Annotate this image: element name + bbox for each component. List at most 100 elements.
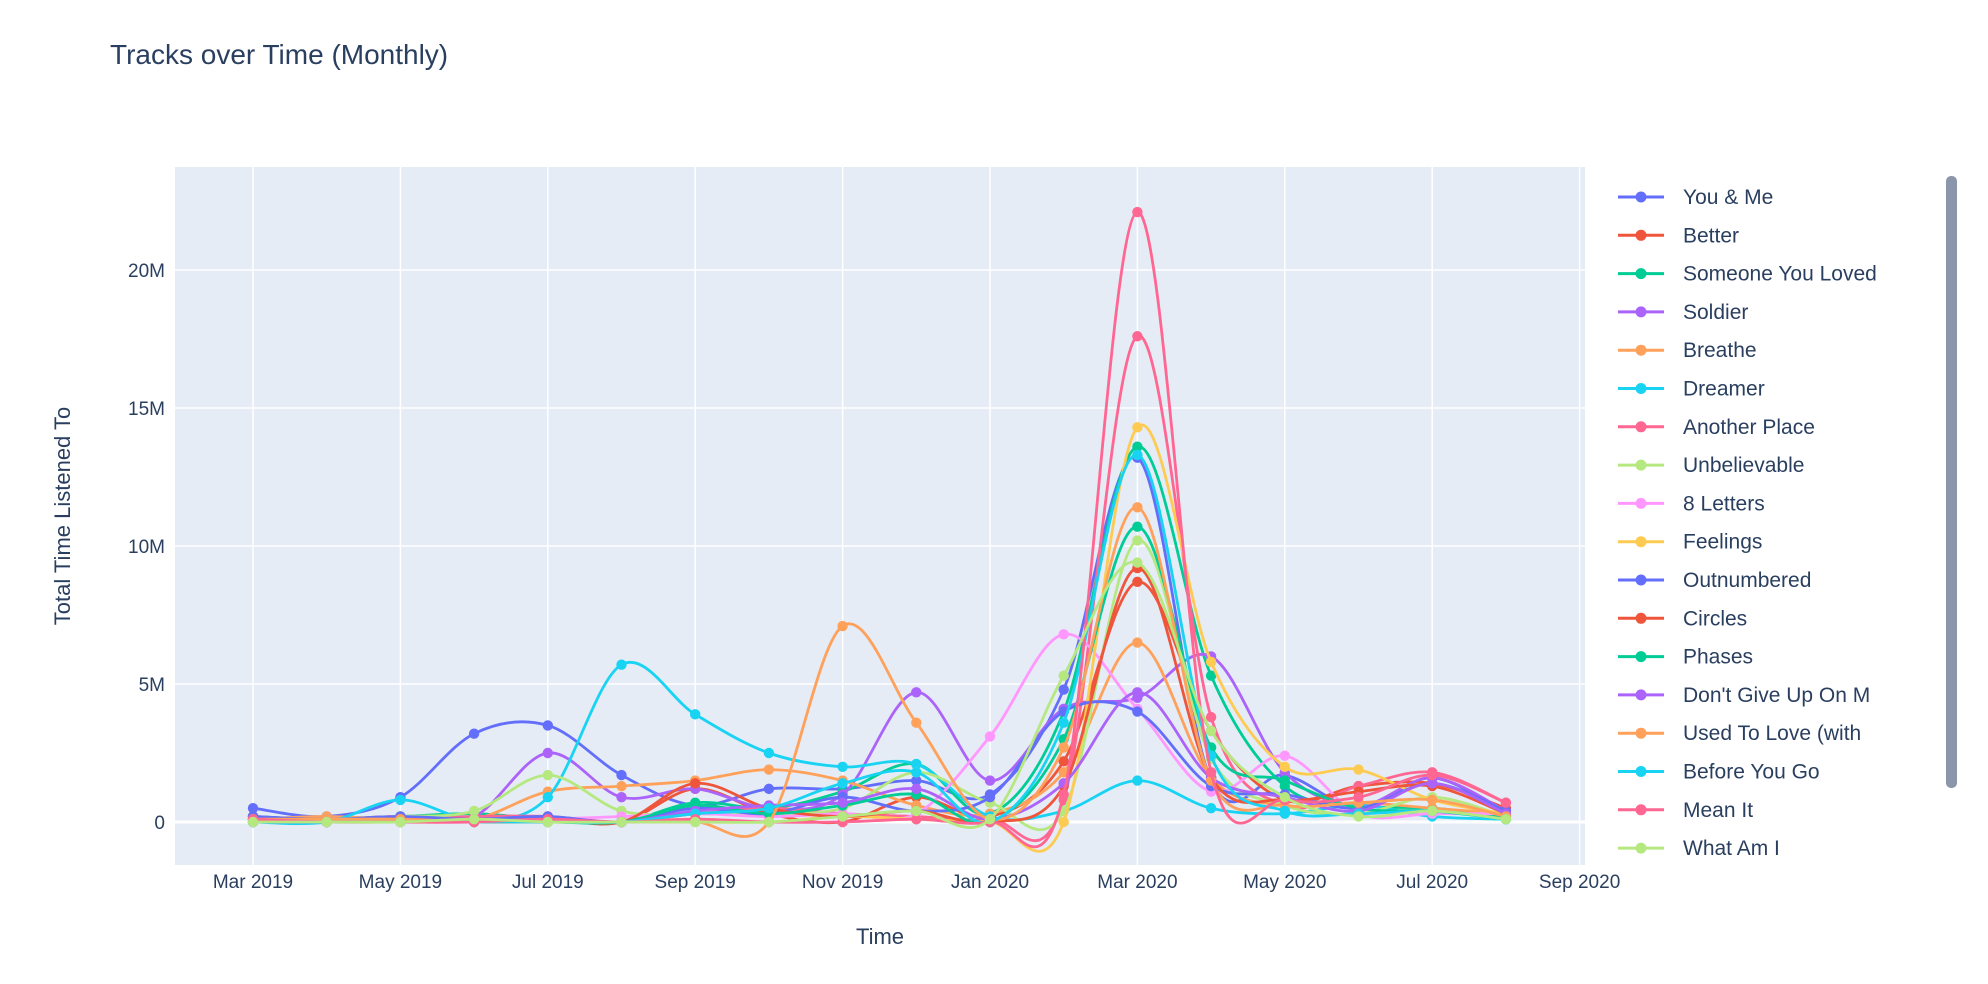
data-point[interactable] — [1427, 794, 1438, 806]
data-point[interactable] — [616, 780, 627, 792]
data-point[interactable] — [542, 747, 553, 759]
data-point[interactable] — [911, 775, 922, 786]
data-point[interactable] — [1279, 805, 1291, 817]
data-point[interactable] — [763, 816, 775, 828]
data-point[interactable] — [1132, 576, 1143, 588]
data-point[interactable] — [616, 769, 627, 781]
legend-item[interactable]: Better — [1618, 224, 1739, 247]
legend-scrollbar[interactable] — [1946, 176, 1957, 788]
data-point[interactable] — [1132, 441, 1143, 452]
legend-item[interactable]: Before You Go — [1618, 761, 1820, 784]
data-point[interactable] — [1058, 670, 1069, 681]
data-point[interactable] — [911, 814, 922, 825]
data-point[interactable] — [395, 816, 406, 828]
data-point[interactable] — [1279, 791, 1291, 803]
data-point[interactable] — [837, 778, 848, 789]
legend-item[interactable]: Circles — [1618, 607, 1747, 630]
data-point[interactable] — [1500, 814, 1512, 825]
data-point[interactable] — [1132, 422, 1143, 433]
data-point[interactable] — [1132, 449, 1143, 461]
legend-item[interactable]: 8 Letters — [1618, 492, 1765, 515]
data-point[interactable] — [1353, 764, 1364, 775]
data-point[interactable] — [1279, 761, 1291, 772]
legend-item[interactable]: You & Me — [1618, 186, 1773, 209]
data-point[interactable] — [1058, 717, 1069, 728]
data-point[interactable] — [984, 814, 996, 825]
data-point[interactable] — [984, 731, 996, 742]
data-point[interactable] — [1132, 502, 1143, 513]
legend-item[interactable]: Phases — [1618, 646, 1753, 669]
legend-item[interactable]: Used To Love (with — [1618, 722, 1861, 745]
data-point[interactable] — [1205, 725, 1217, 737]
data-point[interactable] — [837, 761, 848, 772]
data-point[interactable] — [1132, 557, 1143, 568]
data-point[interactable] — [837, 811, 848, 822]
data-point[interactable] — [911, 758, 922, 770]
data-point[interactable] — [542, 791, 553, 803]
data-point[interactable] — [1353, 811, 1364, 822]
legend-item[interactable]: Breathe — [1618, 339, 1757, 362]
data-point[interactable] — [763, 747, 775, 759]
data-point[interactable] — [911, 805, 922, 817]
legend-item[interactable]: What Am I — [1618, 837, 1780, 860]
data-point[interactable] — [984, 775, 996, 786]
data-point[interactable] — [1058, 756, 1069, 767]
data-point[interactable] — [247, 803, 259, 814]
data-point[interactable] — [1427, 805, 1438, 817]
legend[interactable]: You & Me Better Someone You Loved Soldier Br… — [1618, 186, 1877, 860]
data-point[interactable] — [468, 728, 480, 739]
series-17[interactable] — [247, 557, 1512, 829]
data-point[interactable] — [468, 814, 480, 825]
data-point[interactable] — [247, 816, 259, 828]
data-point[interactable] — [763, 783, 775, 795]
data-point[interactable] — [1427, 778, 1438, 789]
data-point[interactable] — [837, 797, 848, 808]
legend-item[interactable]: Soldier — [1618, 301, 1748, 324]
data-point[interactable] — [1058, 629, 1069, 640]
data-point[interactable] — [1205, 803, 1217, 814]
data-point[interactable] — [395, 794, 406, 806]
data-point[interactable] — [911, 717, 922, 728]
data-point[interactable] — [1427, 769, 1438, 781]
data-point[interactable] — [1058, 816, 1069, 828]
legend-item[interactable]: Unbelievable — [1618, 454, 1804, 477]
legend-item[interactable]: Mean It — [1618, 799, 1753, 822]
data-point[interactable] — [763, 803, 775, 814]
legend-item[interactable]: Dreamer — [1618, 378, 1765, 401]
data-point[interactable] — [690, 816, 701, 828]
data-point[interactable] — [911, 687, 922, 698]
legend-item[interactable]: Don't Give Up On M — [1618, 684, 1870, 707]
data-point[interactable] — [911, 783, 922, 795]
data-point[interactable] — [984, 791, 996, 803]
data-point[interactable] — [1279, 750, 1291, 761]
legend-item[interactable]: Outnumbered — [1618, 569, 1811, 592]
data-point[interactable] — [616, 791, 627, 803]
data-point[interactable] — [1132, 331, 1143, 342]
data-point[interactable] — [1353, 791, 1364, 803]
data-point[interactable] — [468, 805, 480, 817]
data-point[interactable] — [837, 620, 848, 632]
data-point[interactable] — [1132, 206, 1143, 218]
data-point[interactable] — [1132, 775, 1143, 786]
data-point[interactable] — [1279, 775, 1291, 786]
data-point[interactable] — [1205, 711, 1217, 723]
data-point[interactable] — [1132, 521, 1143, 532]
data-point[interactable] — [1132, 637, 1143, 648]
data-point[interactable] — [1132, 535, 1143, 546]
data-point[interactable] — [616, 816, 627, 828]
data-point[interactable] — [321, 816, 332, 828]
data-point[interactable] — [1205, 656, 1217, 668]
data-point[interactable] — [616, 659, 627, 670]
data-point[interactable] — [1058, 789, 1069, 800]
data-point[interactable] — [690, 709, 701, 720]
legend-item[interactable]: Someone You Loved — [1618, 263, 1877, 286]
data-point[interactable] — [763, 764, 775, 775]
data-point[interactable] — [1132, 706, 1143, 717]
data-point[interactable] — [542, 720, 553, 731]
data-point[interactable] — [1500, 797, 1512, 808]
data-point[interactable] — [1058, 684, 1069, 695]
data-point[interactable] — [1205, 767, 1217, 778]
data-point[interactable] — [542, 816, 553, 828]
data-point[interactable] — [1058, 742, 1069, 753]
data-point[interactable] — [1132, 687, 1143, 698]
